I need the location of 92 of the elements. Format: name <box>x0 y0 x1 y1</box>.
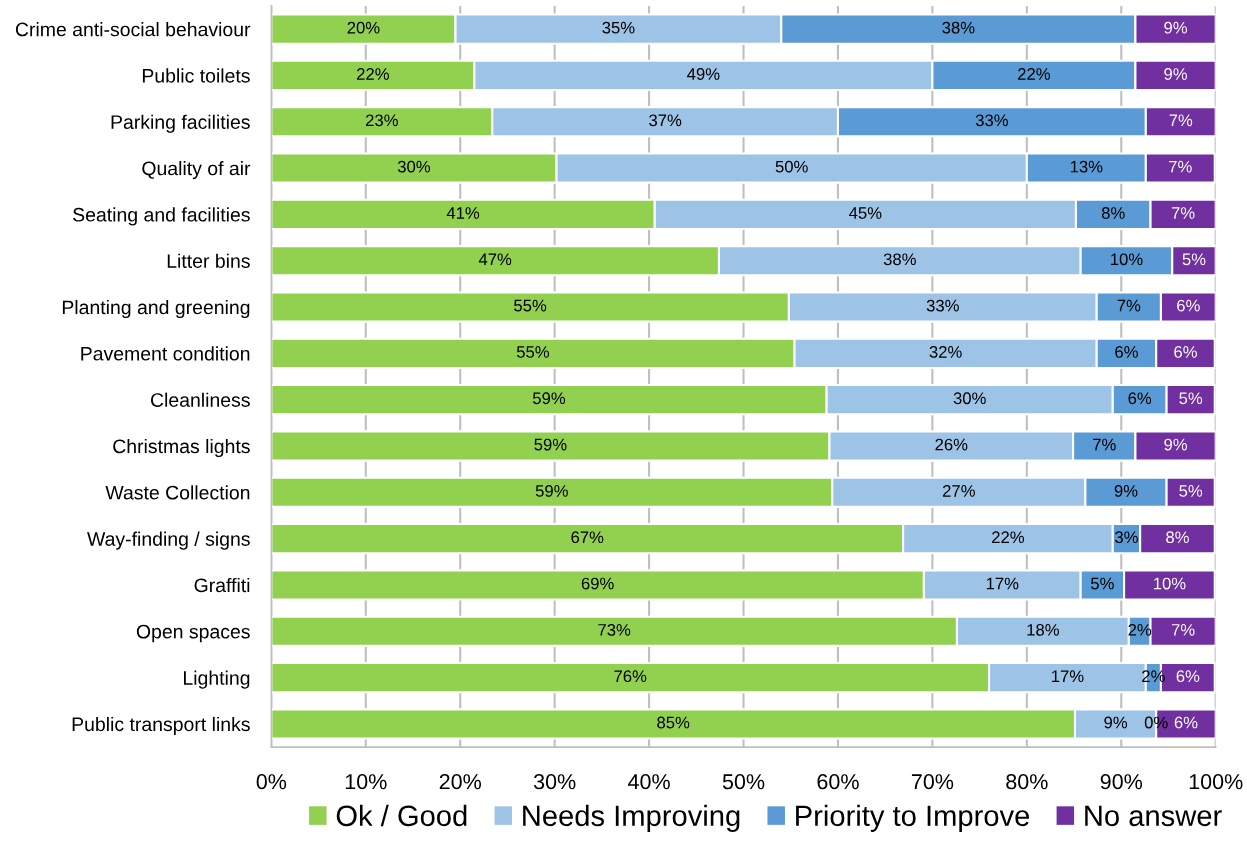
x-tick-label: 40% <box>628 774 670 790</box>
y-tick-label: Christmas lights <box>113 438 250 458</box>
data-label: 27% <box>943 484 975 497</box>
data-label: 26% <box>935 438 968 451</box>
legend-label: Priority to Improve <box>796 804 1030 832</box>
data-label: 8% <box>1101 207 1125 219</box>
y-tick-label: Seating and facilities <box>73 207 250 226</box>
data-label: 30% <box>397 160 431 173</box>
legend-label: Ok / Good <box>336 804 467 827</box>
data-label: 33% <box>926 299 959 312</box>
data-label: 23% <box>366 114 398 127</box>
y-tick-label: Cleanliness <box>150 392 250 407</box>
data-label: 7% <box>1171 207 1195 219</box>
data-label: 7% <box>1093 438 1116 451</box>
data-label: 3% <box>1115 531 1138 544</box>
data-label: 30% <box>953 392 986 405</box>
data-label: 17% <box>986 577 1019 590</box>
data-label: 6% <box>1177 299 1200 312</box>
y-tick-label: Pavement condition <box>81 346 250 361</box>
data-label: 20% <box>347 21 380 34</box>
x-tick-label: 50% <box>722 774 765 790</box>
y-tick-label: Way-finding / signs <box>87 531 250 550</box>
data-label: 17% <box>1052 670 1084 683</box>
y-tick-label: Waste Collection <box>105 485 250 500</box>
data-label: 5% <box>1182 253 1206 266</box>
data-label: 37% <box>649 114 682 127</box>
data-label: 76% <box>614 670 647 683</box>
data-label: 9% <box>1164 21 1188 34</box>
data-label: 59% <box>534 438 567 451</box>
legend-label: No answer <box>1085 805 1222 827</box>
data-label: 5% <box>1179 392 1203 405</box>
data-label: 8% <box>1166 531 1189 544</box>
data-label: 41% <box>446 207 480 219</box>
data-label: 10% <box>1154 577 1186 590</box>
data-label: 67% <box>571 531 604 544</box>
y-tick-label: Quality of air <box>142 161 251 180</box>
y-tick-label: Planting and greening <box>62 299 250 319</box>
data-label: 22% <box>357 68 389 80</box>
x-tick-label: 60% <box>817 774 859 790</box>
x-tick-label: 30% <box>533 774 576 790</box>
x-tick-label: 100% <box>1189 774 1243 790</box>
data-label: 10% <box>1111 253 1143 266</box>
data-label: 9% <box>1164 438 1188 451</box>
data-label: 33% <box>975 114 1008 127</box>
data-label: 49% <box>687 68 720 80</box>
data-label: 6% <box>1174 716 1198 729</box>
data-label: 50% <box>775 160 808 173</box>
data-label: 9% <box>1104 716 1128 729</box>
data-label: 6% <box>1176 670 1200 683</box>
x-tick-label: 10% <box>345 774 387 790</box>
data-label: 47% <box>478 253 512 266</box>
data-label: 7% <box>1117 299 1141 312</box>
x-tick-label: 90% <box>1100 774 1143 790</box>
data-label: 7% <box>1169 160 1192 173</box>
data-label: 13% <box>1070 160 1103 173</box>
data-label: 55% <box>514 299 547 312</box>
y-tick-label: Litter bins <box>167 253 250 268</box>
legend-label: Needs Improving <box>523 804 740 832</box>
data-label: 9% <box>1114 484 1138 497</box>
y-tick-label: Graffiti <box>194 577 250 593</box>
y-tick-label: Open spaces <box>136 624 250 643</box>
x-tick-label: 80% <box>1006 774 1048 790</box>
data-label: 38% <box>942 21 975 34</box>
data-label: 38% <box>883 253 916 266</box>
data-label: 22% <box>1018 68 1050 80</box>
data-label: 45% <box>849 207 882 219</box>
y-tick-label: Crime anti-social behaviour <box>15 22 251 37</box>
data-label: 55% <box>516 346 550 358</box>
data-label: 6% <box>1115 346 1138 358</box>
data-label: 59% <box>532 392 566 405</box>
data-label: 85% <box>657 716 690 729</box>
x-tick-label: 70% <box>911 774 954 790</box>
data-label: 69% <box>581 577 614 590</box>
data-label: 9% <box>1164 68 1188 80</box>
data-label: 5% <box>1091 577 1114 590</box>
data-label: 22% <box>992 531 1025 544</box>
y-tick-label: Public toilets <box>142 68 250 83</box>
data-label: 32% <box>929 346 962 358</box>
data-label: 73% <box>598 623 631 636</box>
data-label: 59% <box>535 484 568 497</box>
x-tick-label: 20% <box>439 774 481 790</box>
data-label: 18% <box>1027 623 1059 636</box>
data-label: 5% <box>1179 485 1203 497</box>
data-label: 7% <box>1171 624 1195 636</box>
x-tick-label: 0% <box>256 774 287 790</box>
data-label: 6% <box>1174 346 1197 358</box>
data-label: 6% <box>1128 392 1152 405</box>
y-tick-label: Lighting <box>184 670 250 689</box>
y-tick-label: Public transport links <box>72 716 250 736</box>
y-tick-label: Parking facilities <box>111 114 250 133</box>
data-label: 35% <box>602 21 635 34</box>
data-label: 7% <box>1169 114 1193 127</box>
